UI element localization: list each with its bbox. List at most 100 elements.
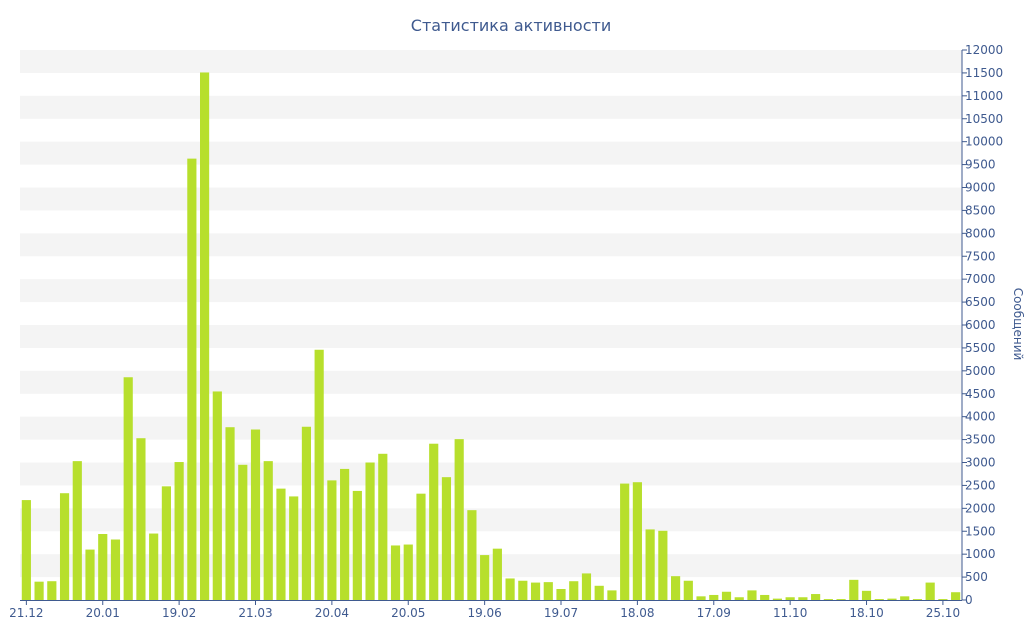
bar (149, 533, 159, 600)
x-tick-label: 18.08 (620, 606, 654, 620)
bar (161, 486, 171, 600)
bar (59, 493, 70, 600)
grid-band (20, 370, 962, 394)
bar (632, 482, 642, 600)
y-tick-label: 3500 (965, 433, 996, 447)
x-tick-label: 25.10 (926, 606, 960, 620)
x-tick-label: 21.03 (238, 606, 272, 620)
bar (416, 493, 426, 600)
bar (301, 426, 312, 600)
bar (314, 349, 324, 600)
bar (556, 589, 566, 600)
bar (21, 500, 31, 600)
bar (365, 462, 375, 600)
bar (85, 549, 95, 600)
grid-band (20, 325, 962, 348)
bar (403, 544, 413, 600)
bar (734, 597, 744, 600)
y-axis-label: Сообщений (1011, 288, 1024, 361)
bar (454, 439, 464, 601)
bar (620, 483, 630, 600)
grid-band (20, 95, 962, 119)
y-tick-label: 10500 (965, 112, 1003, 126)
bar (225, 427, 235, 600)
bar (581, 573, 592, 600)
bar (887, 598, 897, 601)
bar (505, 578, 515, 600)
grid-band (20, 416, 962, 440)
bar (645, 529, 655, 600)
bar (569, 581, 579, 600)
bar (187, 158, 197, 601)
bar (390, 545, 401, 600)
y-tick-label: 5000 (965, 364, 996, 378)
x-tick-label: 20.04 (315, 606, 349, 620)
bar (327, 480, 337, 601)
bar (925, 582, 935, 600)
bar (874, 599, 884, 600)
y-tick-label: 11500 (965, 66, 1003, 80)
bar (200, 72, 210, 600)
bar (836, 599, 846, 600)
bar (849, 579, 859, 600)
bar (492, 548, 502, 600)
y-tick-label: 12000 (965, 43, 1003, 57)
bar (543, 582, 553, 601)
x-tick-label: 11.10 (773, 606, 807, 620)
bar (900, 596, 910, 600)
grid-band (20, 462, 962, 486)
bar (47, 581, 57, 600)
bar (785, 597, 795, 600)
y-axis: 0 500 1000 1500 2000 2500 3000 3500 4000 4500 5000… (961, 43, 1003, 607)
bar (772, 598, 783, 601)
bar (861, 590, 872, 600)
bar (238, 464, 248, 600)
grid-band (20, 279, 962, 303)
y-tick-label: 6000 (965, 318, 996, 332)
grid-band (20, 554, 962, 578)
bar (823, 599, 833, 600)
grid-band (20, 508, 962, 532)
y-tick-label: 8500 (965, 203, 996, 217)
bar (340, 468, 350, 600)
bar (747, 590, 757, 601)
x-tick-label: 17.09 (697, 606, 731, 620)
bar (289, 496, 299, 600)
y-tick-label: 7000 (965, 272, 996, 286)
y-tick-label: 2000 (965, 501, 996, 515)
bar (658, 530, 668, 600)
bar (518, 580, 528, 600)
y-tick-label: 2500 (965, 478, 996, 492)
bar (696, 596, 706, 600)
x-tick-label: 19.06 (467, 606, 501, 620)
grid-band (20, 233, 962, 257)
grid-bands (20, 50, 962, 578)
bar (683, 580, 693, 600)
y-tick-label: 8000 (965, 226, 996, 240)
bar (72, 461, 82, 601)
y-tick-label: 10000 (965, 135, 1003, 149)
y-tick-label: 7500 (965, 249, 996, 263)
y-tick-label: 0 (965, 593, 973, 607)
bar (607, 590, 617, 601)
bar (951, 592, 961, 600)
bar (276, 488, 286, 601)
bar (721, 591, 732, 600)
bar (811, 594, 821, 600)
y-tick-label: 6500 (965, 295, 996, 309)
bar (110, 539, 121, 600)
y-tick-label: 3000 (965, 456, 996, 470)
x-tick-label: 20.05 (391, 606, 425, 620)
grid-band (20, 141, 962, 165)
bar (136, 438, 146, 600)
bar (912, 599, 923, 600)
bar (263, 461, 273, 601)
bar (480, 555, 490, 600)
bar (441, 477, 452, 600)
bar (671, 576, 681, 600)
bar (352, 490, 362, 600)
bar (123, 377, 133, 600)
bar (594, 585, 604, 600)
